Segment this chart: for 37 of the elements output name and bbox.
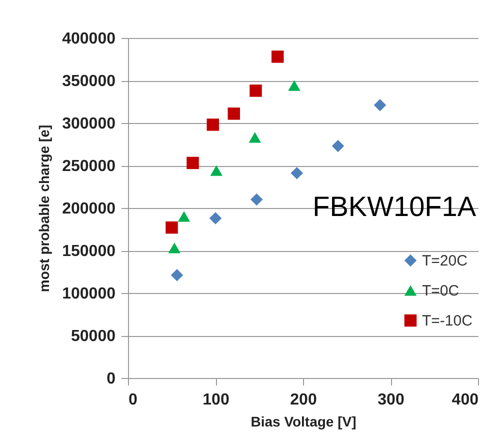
point (178, 211, 190, 222)
x-tick-label: 300 (378, 392, 404, 408)
point (166, 221, 178, 234)
point (272, 50, 284, 63)
point (332, 140, 344, 152)
point (290, 167, 303, 180)
x-tick-label: 400 (452, 392, 479, 408)
x-tick-label: 100 (202, 392, 230, 408)
point (186, 156, 199, 170)
point (374, 99, 386, 112)
y-axis-title: most probable charge [e] (36, 124, 52, 292)
point (288, 80, 300, 91)
y-tick-label: 0 (106, 370, 116, 388)
point (206, 118, 219, 131)
point (250, 193, 263, 206)
y-tick-label: 100000 (62, 286, 116, 302)
point (210, 165, 222, 176)
point (170, 269, 184, 282)
point (250, 84, 262, 97)
point (248, 132, 261, 143)
point (168, 242, 180, 254)
y-tick-label: 400000 (62, 30, 116, 48)
y-tick-label: 200000 (62, 200, 116, 218)
legend-label: T=-10C (422, 312, 473, 330)
y-tick-label: 250000 (62, 158, 116, 175)
y-tick-label: 300000 (62, 116, 116, 132)
y-tick-label: 350000 (62, 73, 116, 90)
point (228, 108, 240, 120)
legend-label: T=20C (422, 252, 468, 270)
annotation: FBKW10F1A (312, 191, 476, 222)
x-axis-title: Bias Voltage [V] (250, 414, 356, 430)
y-tick-label: 50000 (71, 328, 116, 345)
x-tick-label: 200 (290, 392, 317, 408)
x-tick-label: 0 (128, 392, 138, 408)
point (209, 212, 222, 224)
y-tick-label: 150000 (62, 243, 116, 260)
legend-label: T=0C (422, 282, 460, 300)
